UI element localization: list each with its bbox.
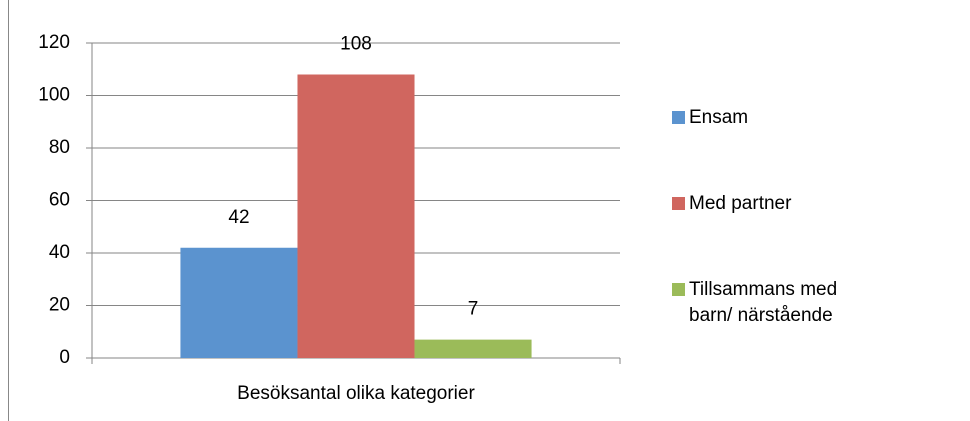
bar <box>414 339 532 358</box>
y-tick-label: 0 <box>59 347 70 368</box>
y-tick-label: 60 <box>49 190 70 211</box>
legend-item: Tillsammans med barn/ närstående <box>672 277 882 329</box>
y-tick-label: 80 <box>49 137 70 158</box>
legend-item: Med partner <box>672 191 882 217</box>
legend-label: Tillsammans med barn/ närstående <box>689 279 838 326</box>
legend-label: Ensam <box>689 107 749 128</box>
y-tick-label: 120 <box>38 32 70 53</box>
bar <box>180 247 298 358</box>
legend-item: Ensam <box>672 105 882 131</box>
y-tick-label: 20 <box>49 295 70 316</box>
frame <box>8 0 9 421</box>
data-label: 42 <box>228 207 249 228</box>
data-label: 7 <box>468 299 479 320</box>
x-tick-label: Besöksantal olika kategorier <box>237 383 475 404</box>
data-label: 108 <box>340 34 372 55</box>
y-tick-label: 40 <box>49 242 70 263</box>
legend-label: Med partner <box>689 193 792 214</box>
y-tick-label: 100 <box>38 85 70 106</box>
legend-swatch <box>672 111 685 124</box>
bar <box>297 74 415 358</box>
legend-swatch <box>672 283 685 296</box>
legend-swatch <box>672 197 685 210</box>
